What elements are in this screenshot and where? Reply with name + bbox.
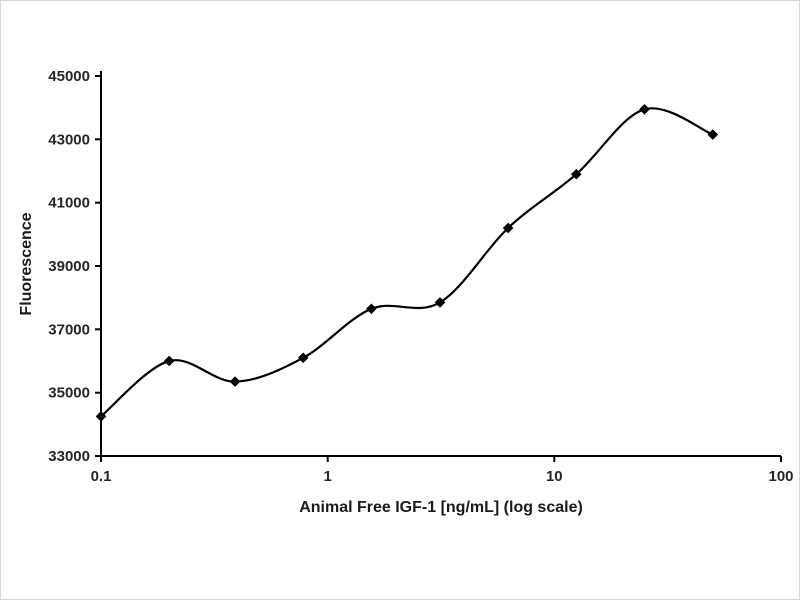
x-axis-title: Animal Free IGF-1 [ng/mL] (log scale) xyxy=(299,499,583,516)
data-point-marker xyxy=(95,411,107,422)
y-tick-label: 41000 xyxy=(48,195,90,212)
x-tick-label: 10 xyxy=(546,468,563,485)
data-point-marker xyxy=(297,352,309,364)
y-tick-label: 35000 xyxy=(48,385,90,402)
data-point-marker xyxy=(639,103,650,115)
y-axis-title: Fluorescence xyxy=(18,212,35,316)
data-point-marker xyxy=(434,297,446,308)
data-point-marker xyxy=(570,168,582,180)
data-point-marker xyxy=(502,222,514,234)
data-point-marker xyxy=(163,355,175,367)
x-tick-label: 0.1 xyxy=(91,468,112,485)
y-tick-label: 43000 xyxy=(48,131,90,148)
x-tick-label: 100 xyxy=(768,468,793,485)
y-tick-label: 37000 xyxy=(48,321,90,338)
y-tick-label: 33000 xyxy=(48,448,90,465)
x-tick-label: 1 xyxy=(324,468,332,485)
series-curve xyxy=(99,107,714,418)
y-tick-label: 39000 xyxy=(48,258,90,275)
data-point-marker xyxy=(707,129,719,140)
y-tick-label: 45000 xyxy=(48,68,90,85)
data-point-marker xyxy=(229,376,241,387)
data-point-marker xyxy=(366,303,377,315)
